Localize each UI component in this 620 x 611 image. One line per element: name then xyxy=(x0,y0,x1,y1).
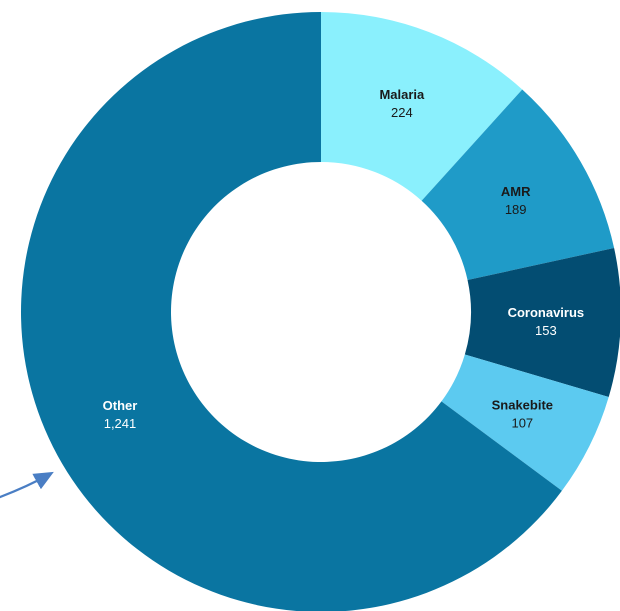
slice-amr xyxy=(421,89,615,280)
donut-slices xyxy=(21,12,620,611)
slice-value-amr: 189 xyxy=(505,202,527,217)
slice-value-snakebite: 107 xyxy=(511,415,533,430)
slice-malaria xyxy=(321,12,523,201)
slice-label-coronavirus: Coronavirus xyxy=(508,305,585,320)
slice-other xyxy=(21,12,562,611)
pointer-arrow xyxy=(0,471,54,499)
slice-label-snakebite: Snakebite xyxy=(492,397,553,412)
donut-labels: Malaria 224 AMR 189 Coronavirus 153 Snakebite 1… xyxy=(103,87,584,431)
slice-value-other: 1,241 xyxy=(104,416,137,431)
slice-label-amr: AMR xyxy=(501,184,531,199)
slice-value-coronavirus: 153 xyxy=(535,323,557,338)
slice-label-malaria: Malaria xyxy=(379,87,425,102)
slice-coronavirus xyxy=(464,247,620,397)
slice-snakebite xyxy=(441,354,609,491)
slice-label-other: Other xyxy=(103,398,138,413)
slice-value-malaria: 224 xyxy=(391,105,413,120)
